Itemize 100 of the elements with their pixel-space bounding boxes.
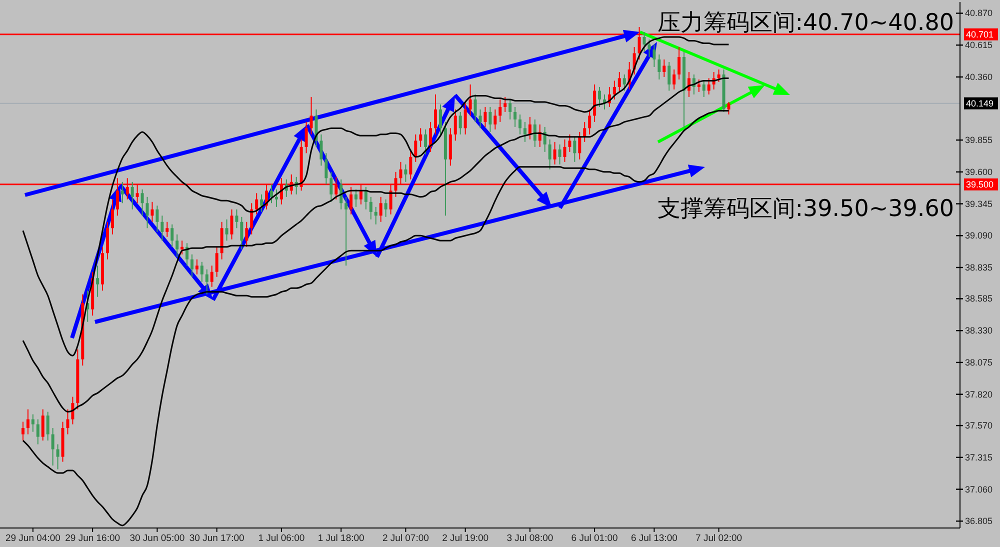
candlestick [180,240,184,255]
candlestick [215,246,218,278]
candlestick [31,414,34,432]
candlestick [205,268,208,295]
candlestick [474,94,477,122]
y-tick-label: 36.805 [965,516,993,526]
candlestick [464,102,467,135]
candlestick [498,98,502,122]
x-tick-label: 7 Jul 02:00 [696,533,742,544]
x-tick-label: 1 Jul 06:00 [258,533,305,544]
candlestick [230,208,234,240]
candlestick [484,106,487,128]
candlestick [678,46,681,80]
x-tick-label: 3 Jul 08:00 [506,533,554,544]
candlestick [195,258,198,275]
candlestick [523,121,526,142]
x-tick-label: 1 Jul 18:00 [318,533,364,544]
candlestick [240,216,244,250]
x-tick-label: 6 Jul 13:00 [630,533,678,544]
ref-line-label: 39.500 [966,179,994,190]
candlestick [717,68,720,82]
candlestick [374,206,378,225]
candlestick [36,418,40,445]
candlestick [66,408,70,435]
candlestick [270,184,273,204]
candlestick [404,164,408,182]
candlestick [304,121,308,154]
candlestick [414,134,418,162]
y-tick-label: 38.075 [965,357,993,368]
candlestick [71,396,74,425]
candlestick [588,108,592,135]
candlestick [558,144,562,165]
candlestick [419,128,422,148]
y-tick-label: 39.855 [965,135,993,146]
candlestick [96,265,100,298]
candlestick [166,221,169,238]
candlestick [255,192,258,215]
candlestick [250,202,254,235]
candlestick [130,181,134,210]
candlestick [330,171,333,202]
candlestick [156,205,159,232]
y-tick-label: 39.345 [965,198,993,209]
candlestick [518,114,522,135]
candlestick [672,68,676,90]
candlestick [274,188,278,208]
candlestick [598,86,602,108]
y-tick-label: 38.835 [965,262,993,272]
candlestick [668,61,671,92]
candlestick [46,411,50,442]
candlestick [354,188,358,208]
candlestick [707,78,710,95]
candlestick [468,84,472,116]
candlestick [369,196,372,220]
candlestick [458,111,462,135]
candlestick [22,421,24,442]
candlestick [658,54,661,80]
candlestick [140,188,144,216]
candlestick [727,101,730,115]
candlestick [553,141,556,165]
x-tick-label: 29 Jun 16:00 [65,533,120,544]
candlestick [150,201,154,222]
candlestick [245,221,248,248]
candlestick [548,138,552,170]
annotation: 压力筹码区间:40.70~40.80 [657,10,954,36]
candlestick [508,98,512,120]
y-tick-label: 39.600 [965,166,993,177]
candlestick [160,215,164,242]
x-tick-label: 29 Jun 04:00 [5,533,60,544]
x-tick-label: 30 Jun 05:00 [130,533,185,544]
candlestick [434,94,438,135]
candlestick [702,80,706,98]
candlestick [642,31,646,52]
x-tick-label: 2 Jul 19:00 [442,533,489,544]
candlestick [504,96,507,112]
candlestick [210,265,214,288]
candlestick [622,74,626,92]
candlestick [697,78,700,92]
annotation: 支撑筹码区间:39.50~39.60 [657,196,954,222]
candlestick [190,254,194,278]
candlestick [618,71,621,92]
candlestick [573,136,576,162]
candlestick [350,186,353,215]
candlestick [478,108,482,129]
candlestick [120,181,124,204]
candlestick [310,96,313,135]
candlestick [146,196,149,229]
candlestick [568,134,572,152]
y-tick-label: 40.870 [965,8,993,18]
x-tick-label: 6 Jul 01:00 [571,533,618,544]
ref-line-label: 40.149 [966,98,994,108]
candlestick [344,196,348,266]
y-tick-label: 37.315 [965,452,993,462]
candlestick [528,116,532,140]
y-tick-label: 37.570 [965,420,993,431]
candlestick [56,444,60,470]
candlestick [379,196,382,222]
candlestick [41,408,44,442]
candlestick [652,44,656,68]
candlestick [170,224,174,248]
candlestick [514,106,517,128]
